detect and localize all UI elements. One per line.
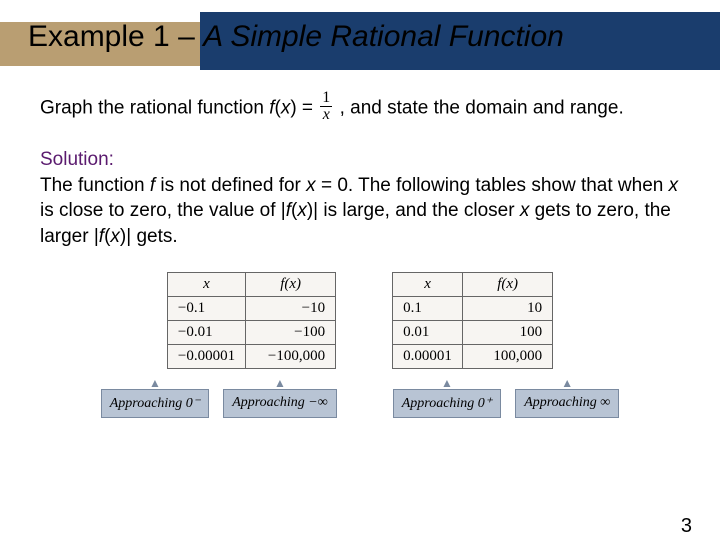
content-area: Graph the rational function f(x) = 1x , … bbox=[0, 70, 720, 418]
title-italic: A Simple Rational Function bbox=[203, 20, 564, 53]
arrow-up-icon: ▲ bbox=[561, 376, 573, 391]
table-row: x f(x) bbox=[393, 272, 553, 296]
th-fx: f(x) bbox=[246, 272, 336, 296]
sol-f3: f bbox=[99, 226, 104, 247]
title-bar: Example 1 – A Simple Rational Function bbox=[0, 12, 720, 70]
solution-label: Solution: bbox=[40, 149, 114, 170]
cell: 0.01 bbox=[393, 320, 463, 344]
sol-f2: f bbox=[286, 200, 291, 221]
cell: −10 bbox=[246, 296, 336, 320]
cell: −0.1 bbox=[167, 296, 245, 320]
prompt-f: f bbox=[269, 98, 274, 119]
label-pair-left: ▲Approaching 0⁻ ▲Approaching −∞ bbox=[101, 389, 337, 418]
sol-x3: x bbox=[297, 200, 307, 221]
arrow-up-icon: ▲ bbox=[274, 376, 286, 391]
sol-x1: x bbox=[306, 175, 316, 196]
cell: 0.00001 bbox=[393, 344, 463, 368]
sol-d: is close to zero, the value of | bbox=[40, 200, 286, 221]
label-text: Approaching −∞ bbox=[232, 395, 328, 410]
prompt-eq: = bbox=[297, 98, 319, 119]
slide-title: Example 1 – A Simple Rational Function bbox=[28, 20, 564, 54]
prompt-text-1: Graph the rational function bbox=[40, 98, 269, 119]
frac-den: x bbox=[320, 106, 332, 123]
table-row: 0.01100 bbox=[393, 320, 553, 344]
sol-x2: x bbox=[669, 175, 679, 196]
cell: 10 bbox=[463, 296, 553, 320]
label-text: Approaching ∞ bbox=[524, 395, 610, 410]
frac-num: 1 bbox=[320, 90, 332, 106]
approach-label: ▲Approaching ∞ bbox=[515, 389, 619, 418]
solution-paragraph: Solution: The function f is not defined … bbox=[40, 147, 680, 250]
sol-x4: x bbox=[520, 200, 530, 221]
page-number: 3 bbox=[681, 515, 692, 538]
approach-label: ▲Approaching −∞ bbox=[223, 389, 337, 418]
sol-e: | is large, and the closer bbox=[313, 200, 520, 221]
th-x: x bbox=[393, 272, 463, 296]
prompt-paragraph: Graph the rational function f(x) = 1x , … bbox=[40, 92, 680, 125]
arrow-up-icon: ▲ bbox=[441, 376, 453, 391]
table-row: −0.00001−100,000 bbox=[167, 344, 335, 368]
sol-b: is not defined for bbox=[155, 175, 306, 196]
table-row: −0.1−10 bbox=[167, 296, 335, 320]
cell: −100 bbox=[246, 320, 336, 344]
labels-row: ▲Approaching 0⁻ ▲Approaching −∞ ▲Approac… bbox=[40, 389, 680, 418]
table-row: 0.00001100,000 bbox=[393, 344, 553, 368]
table-row: x f(x) bbox=[167, 272, 335, 296]
th-x: x bbox=[167, 272, 245, 296]
label-text: Approaching 0⁻ bbox=[110, 396, 200, 411]
prompt-text-2: , and state the domain and range. bbox=[334, 98, 623, 119]
sol-c: = 0. The following tables show that when bbox=[316, 175, 669, 196]
approach-label: ▲Approaching 0⁺ bbox=[393, 389, 501, 418]
sol-x5: x bbox=[110, 226, 120, 247]
arrow-up-icon: ▲ bbox=[149, 376, 161, 391]
tables-row: x f(x) −0.1−10 −0.01−100 −0.00001−100,00… bbox=[40, 272, 680, 369]
cell: −0.01 bbox=[167, 320, 245, 344]
th-fx: f(x) bbox=[463, 272, 553, 296]
table-row: 0.110 bbox=[393, 296, 553, 320]
table-row: −0.01−100 bbox=[167, 320, 335, 344]
table-right: x f(x) 0.110 0.01100 0.00001100,000 bbox=[392, 272, 553, 369]
table-left: x f(x) −0.1−10 −0.01−100 −0.00001−100,00… bbox=[167, 272, 336, 369]
title-prefix: Example 1 – bbox=[28, 20, 203, 53]
cell: −0.00001 bbox=[167, 344, 245, 368]
label-text: Approaching 0⁺ bbox=[402, 396, 492, 411]
sol-g: | gets. bbox=[126, 226, 177, 247]
approach-label: ▲Approaching 0⁻ bbox=[101, 389, 209, 418]
fraction-1-over-x: 1x bbox=[320, 90, 332, 123]
cell: 100,000 bbox=[463, 344, 553, 368]
label-pair-right: ▲Approaching 0⁺ ▲Approaching ∞ bbox=[393, 389, 620, 418]
prompt-x: x bbox=[281, 98, 291, 119]
sol-a: The function bbox=[40, 175, 150, 196]
cell: −100,000 bbox=[246, 344, 336, 368]
cell: 0.1 bbox=[393, 296, 463, 320]
cell: 100 bbox=[463, 320, 553, 344]
